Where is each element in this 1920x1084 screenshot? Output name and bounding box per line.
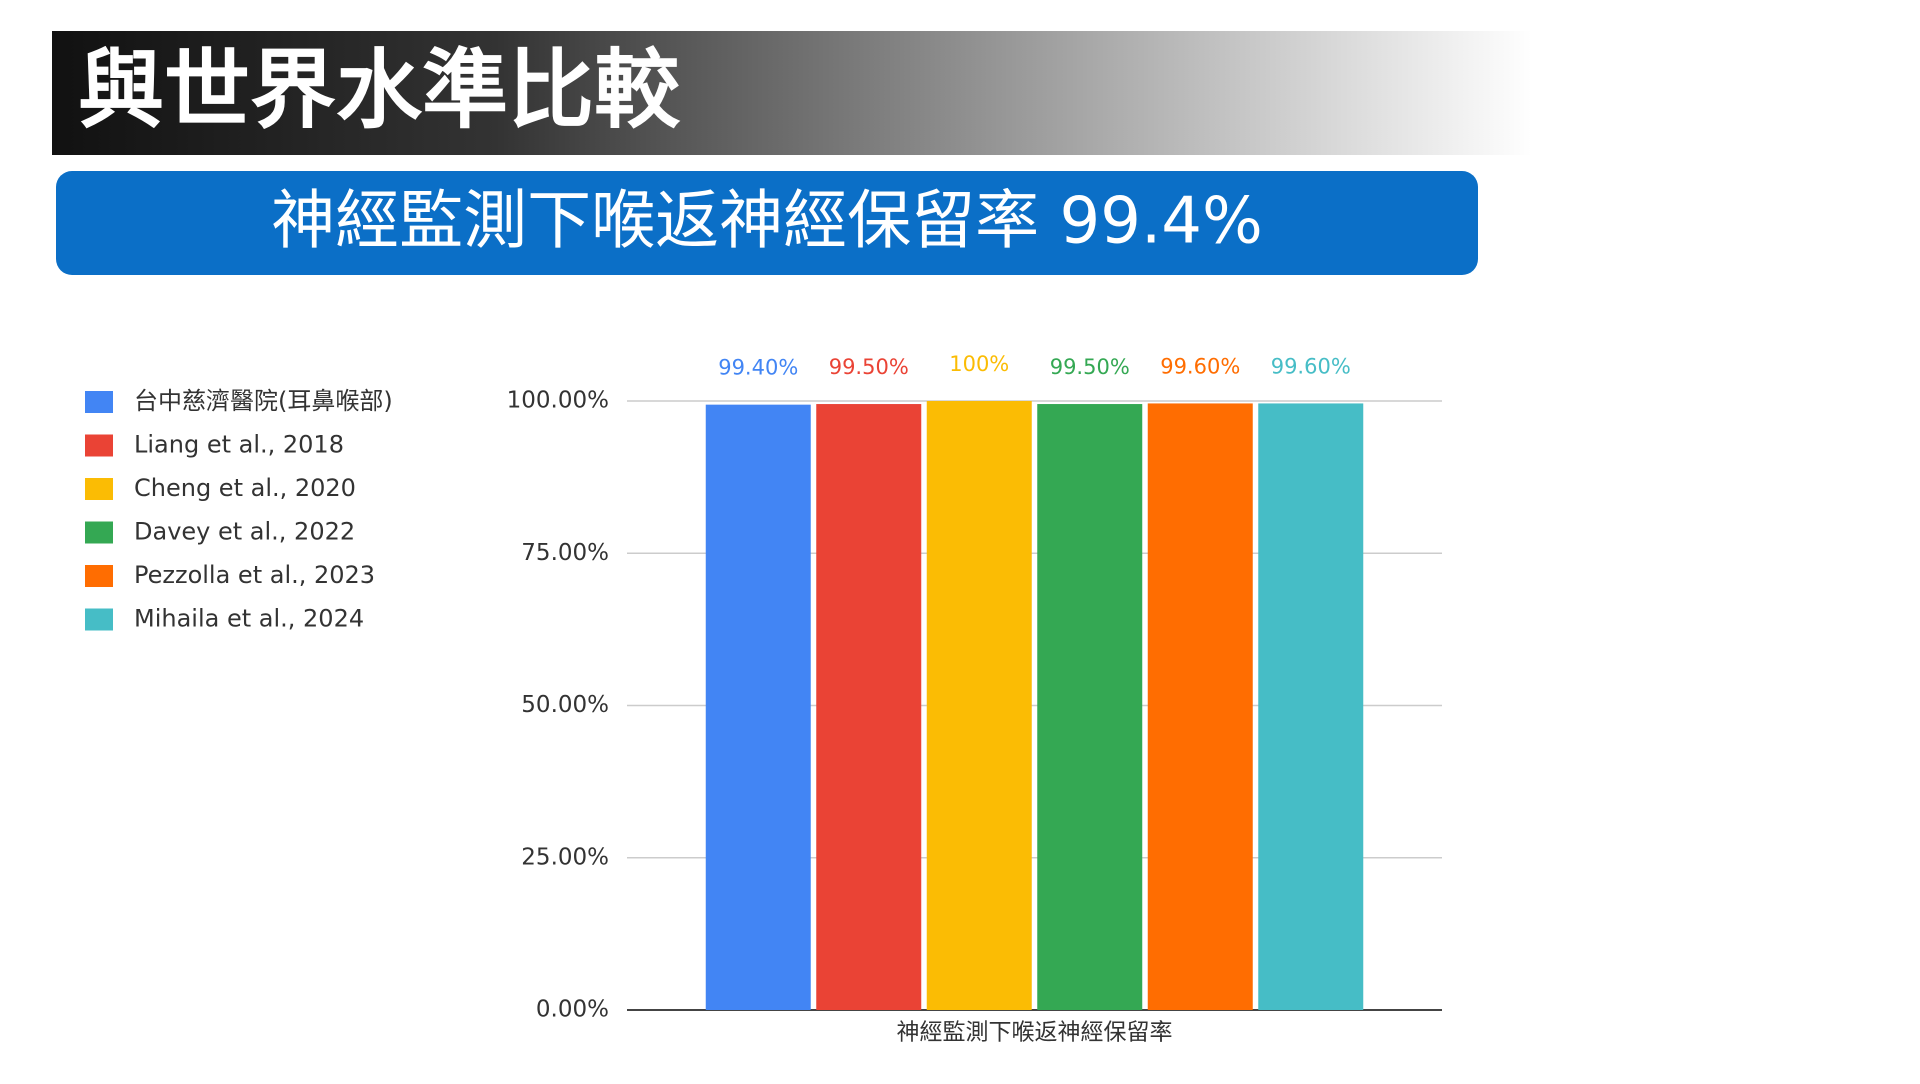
banner-text: 神經監測下喉返神經保留率 99.4% — [271, 185, 1263, 259]
y-tick-label: 25.00% — [521, 844, 609, 870]
legend-label: Cheng et al., 2020 — [134, 474, 356, 502]
slide-title: 與世界水準比較 — [78, 40, 681, 140]
legend-swatch — [85, 478, 113, 500]
value-label: 99.50% — [1050, 355, 1130, 379]
legend-label: Pezzolla et al., 2023 — [134, 561, 375, 589]
value-label: 100% — [949, 352, 1009, 376]
bar — [926, 401, 1032, 1010]
legend-swatch — [85, 521, 113, 544]
y-tick-label: 75.00% — [521, 540, 609, 566]
legend-swatch — [85, 608, 113, 631]
y-tick-label: 100.00% — [507, 388, 609, 414]
bar — [705, 404, 811, 1010]
value-label: 99.60% — [1160, 354, 1240, 378]
bar — [1147, 403, 1253, 1010]
value-label: 99.50% — [829, 355, 909, 379]
bar — [816, 404, 922, 1010]
value-label: 99.60% — [1271, 354, 1351, 378]
bar — [1258, 403, 1364, 1010]
banner — [56, 171, 1478, 275]
legend-swatch — [85, 391, 113, 413]
legend-label: Liang et al., 2018 — [134, 431, 344, 459]
title-bar — [52, 31, 1532, 155]
y-tick-label: 50.00% — [521, 692, 609, 718]
y-tick-label: 0.00% — [536, 997, 609, 1023]
legend-label: Mihaila et al., 2024 — [134, 605, 364, 633]
legend-swatch — [85, 565, 113, 587]
bar — [1037, 404, 1143, 1010]
legend-label: Davey et al., 2022 — [134, 518, 355, 546]
value-label: 99.40% — [718, 356, 798, 380]
legend-swatch — [85, 434, 113, 457]
x-tick-label: 神經監測下喉返神經保留率 — [897, 1020, 1173, 1046]
legend-label: 台中慈濟醫院(耳鼻喉部) — [134, 387, 393, 415]
